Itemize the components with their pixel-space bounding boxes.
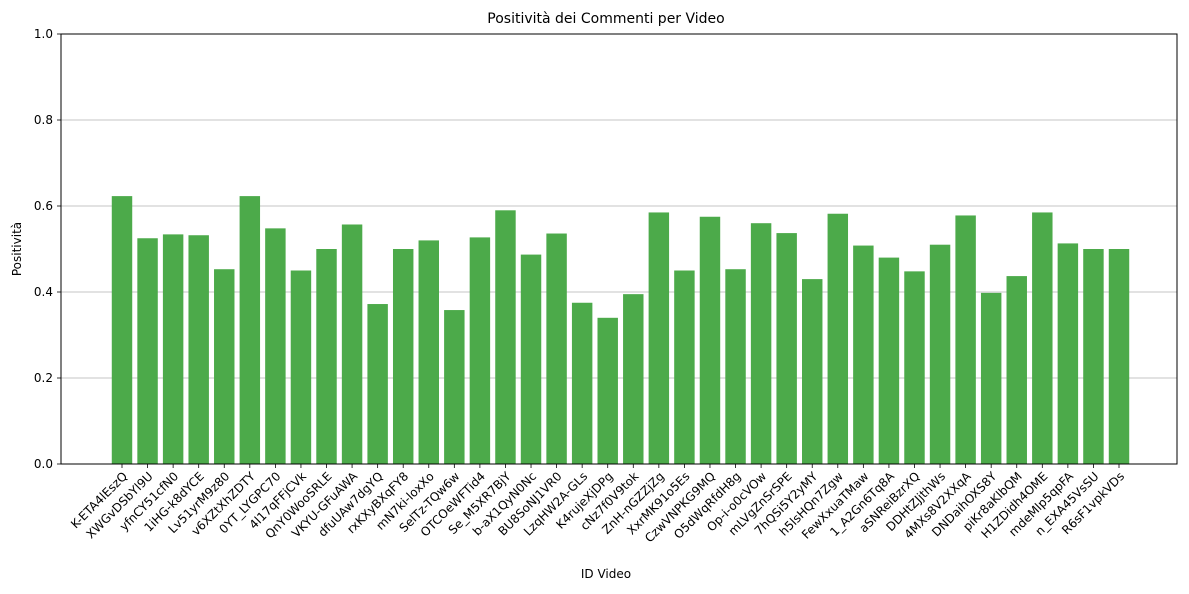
y-tick-label: 0.0 [34, 457, 53, 471]
bar [802, 279, 823, 464]
y-tick-label: 1.0 [34, 27, 53, 41]
bar [725, 269, 746, 464]
bar [469, 237, 491, 464]
bar [878, 257, 900, 464]
x-axis-label: ID Video [581, 567, 631, 581]
bar-layer [111, 196, 1130, 465]
bar [929, 244, 951, 464]
bar [827, 213, 849, 464]
bar [367, 304, 388, 464]
bar [750, 223, 772, 464]
bar [265, 228, 286, 464]
bar [162, 234, 184, 464]
bar [674, 270, 695, 464]
bar [137, 238, 158, 464]
bar [392, 249, 414, 464]
bar [853, 245, 874, 464]
bar [776, 233, 797, 464]
bar [648, 212, 670, 464]
bar [699, 216, 721, 464]
y-tick-label: 0.2 [34, 371, 53, 385]
y-axis-ticks: 0.0 0.2 0.4 0.6 0.8 1.0 [34, 27, 61, 471]
y-axis-label: Positività [10, 222, 24, 276]
bar [316, 249, 337, 464]
bar [623, 294, 644, 464]
bar [520, 254, 542, 464]
bar [955, 215, 976, 464]
bar [904, 271, 925, 464]
y-tick-label: 0.4 [34, 285, 53, 299]
plot-frame [60, 33, 1178, 465]
bar [111, 196, 133, 465]
bar [418, 240, 439, 464]
bar [495, 210, 516, 464]
bar [980, 292, 1002, 464]
bar [341, 224, 363, 464]
bar [290, 270, 312, 464]
bar [546, 233, 567, 464]
bar [571, 302, 593, 464]
bar [1108, 249, 1130, 464]
bar [1032, 212, 1053, 464]
y-tick-label: 0.8 [34, 113, 53, 127]
bar [214, 269, 235, 464]
bar [1083, 249, 1104, 464]
bar [239, 196, 261, 465]
bar [597, 317, 618, 464]
bar [188, 235, 209, 464]
bar [1006, 276, 1027, 464]
y-tick-label: 0.6 [34, 199, 53, 213]
bar [444, 310, 465, 464]
chart-title: Positività dei Commenti per Video [487, 11, 724, 27]
bar [1057, 243, 1079, 464]
x-axis-ticks: K-ETA4lEszQXWGvDSbYl9UyfnCY51cfN01iHG-k8… [68, 464, 1127, 545]
